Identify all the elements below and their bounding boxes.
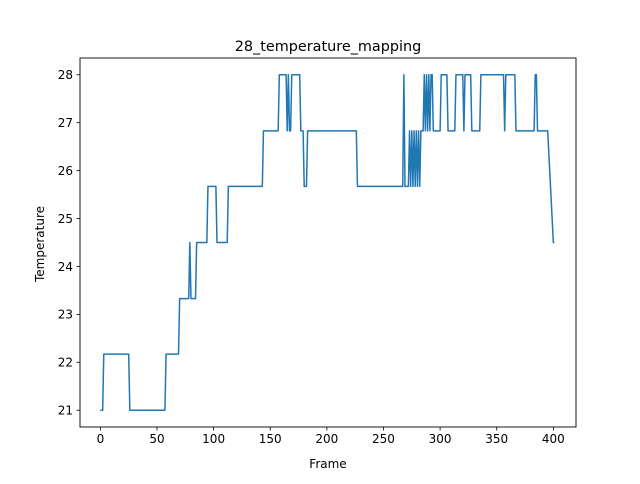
x-tick-label: 200	[315, 432, 338, 446]
x-tick-label: 50	[149, 432, 164, 446]
plot-area	[100, 74, 555, 411]
y-axis-ticks: 21 22 23 24 25 26 27 28	[58, 68, 80, 418]
x-tick-label: 300	[429, 432, 452, 446]
y-tick-label: 23	[58, 308, 73, 322]
plot-frame	[79, 57, 577, 428]
x-tick-label: 400	[542, 432, 565, 446]
chart-title: 28_temperature_mapping	[235, 39, 422, 55]
x-tick-label: 350	[485, 432, 508, 446]
y-axis-label: Temperature	[33, 206, 47, 283]
y-tick-label: 22	[58, 356, 73, 370]
series-line-1	[100, 74, 555, 411]
y-tick-label: 27	[58, 116, 73, 130]
y-tick-label: 21	[58, 404, 73, 418]
x-axis-label: Frame	[309, 457, 346, 471]
y-tick-label: 24	[58, 260, 73, 274]
x-axis-ticks: 0 50 100 150 200 250 300 350 400	[97, 427, 565, 446]
y-tick-label: 25	[58, 212, 73, 226]
x-tick-label: 0	[97, 432, 105, 446]
x-tick-label: 250	[372, 432, 395, 446]
x-tick-label: 100	[202, 432, 225, 446]
x-tick-label: 150	[259, 432, 282, 446]
y-tick-label: 26	[58, 164, 73, 178]
y-tick-label: 28	[58, 68, 73, 82]
